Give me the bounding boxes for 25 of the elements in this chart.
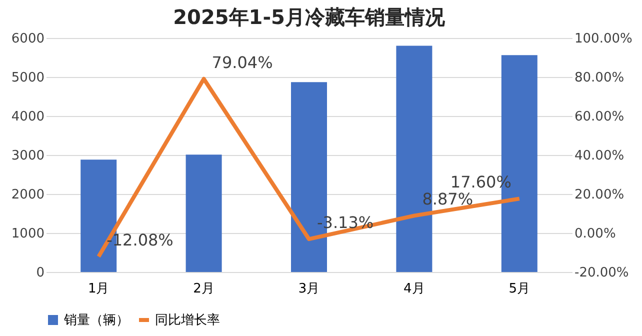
y-tick-label: 0: [36, 266, 44, 280]
x-tick-label: 2月: [193, 282, 214, 296]
legend-label: 同比增长率: [155, 312, 220, 328]
line-series: [96, 76, 522, 259]
y-tick-label: 6000: [11, 32, 44, 46]
y2-tick-label: 60.00%: [574, 110, 624, 124]
chart-title: 2025年1-5月冷藏车销量情况: [173, 5, 446, 29]
y-tick-label: 4000: [11, 110, 44, 124]
y2-tick-label: 20.00%: [574, 188, 624, 202]
x-tick-label: 1月: [88, 282, 110, 296]
x-tick-label: 3月: [298, 282, 320, 296]
y-tick-label: 1000: [11, 226, 44, 242]
bar: [186, 154, 222, 272]
y2-tick-label: 0.00%: [574, 226, 616, 242]
data-label: 79.04%: [212, 52, 273, 72]
y2-tick-label: -20.00%: [574, 266, 629, 280]
y2-tick-label: 100.00%: [574, 32, 632, 46]
y2-tick-label: 80.00%: [574, 70, 624, 86]
x-tick-label: 4月: [404, 282, 425, 296]
y2-tick-label: 40.00%: [574, 148, 624, 164]
x-tick-label: 5月: [508, 282, 530, 296]
legend-label: 销量（辆）: [63, 313, 129, 328]
y-tick-label: 2000: [11, 188, 44, 202]
y-tick-label: 3000: [11, 148, 44, 164]
y-tick-label: 5000: [11, 70, 44, 86]
